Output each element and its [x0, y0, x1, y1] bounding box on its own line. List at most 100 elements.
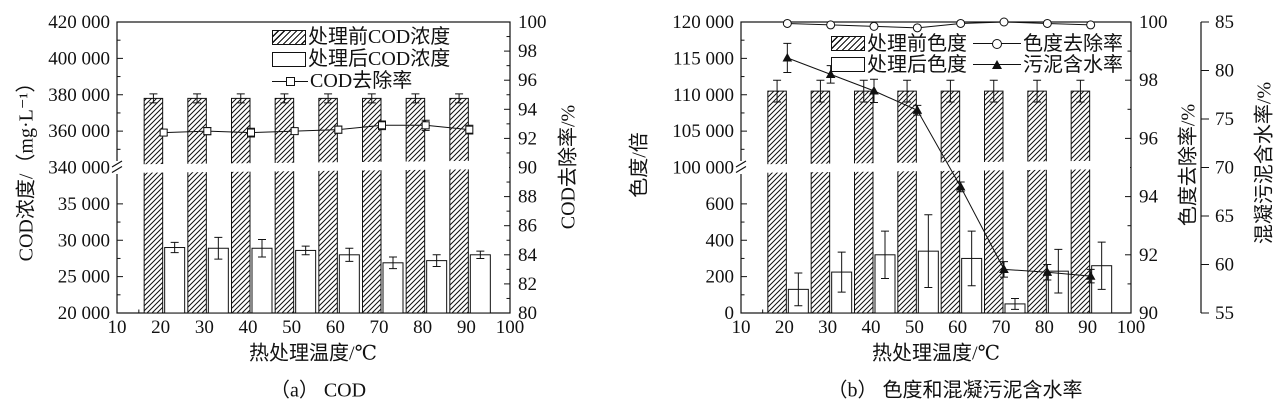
bar-s1-t60 — [338, 254, 360, 314]
axis-title-sludge-moisture: 混凝污泥含水率/% — [1253, 81, 1276, 245]
errorbar-s0 — [193, 93, 202, 104]
triangle-marker-icon — [992, 60, 1002, 69]
y-left-tick-label: 380 000 — [48, 85, 110, 106]
y-right-tick-label: 100 — [1139, 12, 1168, 33]
errorbar-s0 — [903, 79, 912, 103]
errorbar-s0 — [816, 79, 825, 103]
errorbar-s1 — [1011, 297, 1019, 310]
marker-triangle-t80 — [1042, 267, 1053, 276]
marker-triangle-t70 — [999, 264, 1009, 273]
bar-s0-t70 — [984, 90, 1004, 314]
errorbar-s0 — [411, 93, 420, 104]
errorbar-s1 — [476, 250, 485, 259]
y-left-tick-label: 400 000 — [48, 48, 110, 69]
y-left-tick-label: 115 000 — [673, 48, 734, 69]
y-right-tick-label: 65 — [1215, 206, 1234, 227]
x-tick-label: 20 — [151, 317, 170, 338]
y-right-tick-label: 100 — [518, 12, 547, 33]
y-right-tick-label: 80 — [1215, 61, 1234, 82]
y-right-tick-label: 98 — [1139, 70, 1158, 91]
errorbar-s1 — [258, 239, 266, 258]
errorbar-s0 — [859, 79, 868, 103]
marker-circle-t40 — [869, 21, 879, 31]
x-tick-label: 60 — [948, 317, 967, 338]
x-tick-label: 90 — [1078, 317, 1097, 338]
marker-square-t50 — [290, 127, 299, 136]
bar-s1-t40 — [251, 247, 273, 314]
open-swatch-icon — [272, 51, 306, 67]
legend-item-cod-before: 处理前COD浓度 — [272, 26, 450, 48]
errorbar-s0 — [324, 93, 333, 104]
hatched-swatch-icon — [272, 29, 306, 45]
bar-s0-t40 — [854, 90, 874, 314]
y-left-tick-label: 30 000 — [58, 230, 110, 251]
y-right-tick-label: 90 — [518, 158, 537, 179]
errorbar-s1 — [924, 214, 933, 289]
bar-s0-t20 — [767, 90, 787, 314]
errorbar-s1 — [214, 236, 223, 260]
legend-label: 处理后色度 — [867, 53, 967, 76]
y-left-tick-label: 600 — [706, 194, 735, 215]
y-right-tick-label: 92 — [518, 128, 537, 149]
legend-item-chroma-after: 处理后色度 — [831, 53, 967, 76]
errorbar-s0 — [280, 93, 289, 104]
y-left-tick-label: 105 000 — [672, 121, 734, 142]
y-right-tick-label: 84 — [518, 245, 538, 266]
marker-triangle-t90 — [1085, 271, 1096, 280]
errorbar-s1 — [794, 272, 803, 307]
bar-s0-t60 — [940, 90, 961, 314]
circle-marker-icon — [992, 38, 1002, 49]
x-tick-label: 10 — [732, 317, 751, 338]
y-right-tick-label: 60 — [1215, 255, 1234, 276]
marker-square-t60 — [334, 125, 343, 134]
y-right-tick-label: 85 — [1215, 12, 1234, 33]
marker-circle-t80 — [1042, 18, 1052, 28]
line-square-marker-icon — [272, 74, 308, 89]
x-tick-label: 20 — [775, 317, 794, 338]
axis-title-chroma-removal: 色度去除率/% — [1177, 103, 1200, 227]
axis-break-band — [118, 160, 509, 173]
marker-circle-t20 — [782, 18, 792, 28]
marker-circle-t30 — [826, 20, 836, 30]
axis-title-cod-concentration: COD浓度/（mg·L⁻¹） — [15, 72, 38, 262]
x-tick-label: 50 — [905, 317, 924, 338]
y-left-tick-label: 20 000 — [58, 303, 110, 324]
bar-s1-t20 — [164, 247, 186, 314]
axis-title-cod-removal: COD去除率/% — [557, 104, 580, 230]
bar-s0-t50 — [897, 90, 917, 314]
axis-break-mask — [736, 161, 746, 174]
legend-item-sludge-moisture: 污泥含水率 — [973, 53, 1123, 76]
legend-b: 处理前色度 色度去除率 处理后色度 污泥含水率 — [831, 32, 1123, 76]
line-triangle-marker-icon — [973, 57, 1021, 72]
legend-label: 处理前COD浓度 — [308, 26, 451, 48]
line-s2 — [163, 124, 470, 134]
x-tick-label: 90 — [457, 317, 476, 338]
y-left-tick-label: 400 — [706, 230, 735, 251]
x-tick-label: 40 — [862, 317, 881, 338]
y-left-tick-label: 420 000 — [48, 12, 110, 33]
line-s2 — [787, 21, 1091, 29]
marker-circle-t50 — [912, 23, 922, 33]
legend-label: 处理前色度 — [867, 32, 967, 55]
y-left-tick-label: 360 000 — [48, 121, 110, 142]
x-tick-label: 60 — [326, 317, 345, 338]
legend-label: 污泥含水率 — [1023, 53, 1123, 76]
y-left-tick-label: 35 000 — [58, 194, 110, 215]
bar-s1-t70 — [382, 262, 404, 314]
errorbar-s1 — [170, 241, 179, 254]
errorbar-s0 — [1076, 79, 1085, 103]
errorbar-s0 — [946, 79, 955, 103]
errorbar-s1 — [1097, 241, 1106, 290]
bars — [143, 97, 491, 314]
x-tick-label: 70 — [370, 317, 389, 338]
axis-title-chroma: 色度/倍 — [628, 132, 651, 198]
axis-title-temperature-a: 热处理温度/℃ — [249, 342, 377, 365]
legend-item-cod-removal: COD去除率 — [272, 70, 450, 92]
y-left-tick-label: 100 000 — [672, 158, 734, 179]
marker-triangle-t60 — [955, 181, 966, 191]
legend-label: 处理后COD浓度 — [308, 48, 451, 70]
line-s3 — [787, 57, 1091, 277]
caption-b: （b） 色度和混凝污泥含水率 — [827, 379, 1083, 402]
errorbar-s0 — [236, 93, 245, 104]
